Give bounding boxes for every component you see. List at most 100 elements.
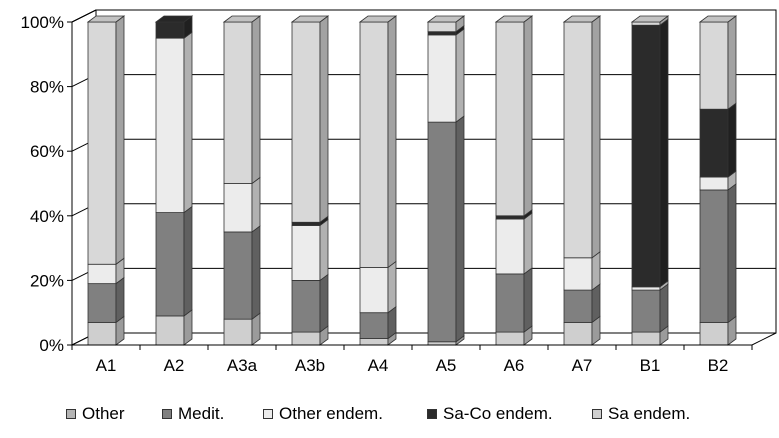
bar-segment — [87, 283, 117, 323]
x-tick-label: A3b — [295, 356, 325, 375]
bar-segment — [563, 289, 593, 323]
bar-segment — [495, 21, 525, 217]
bar-segment-side — [727, 102, 737, 178]
legend-item-medit: Medit. — [162, 404, 224, 424]
bar-top — [86, 15, 126, 23]
left-wall-top — [71, 9, 97, 23]
bar-segment-side — [523, 267, 533, 333]
legend-label-sa-endem: Sa endem. — [608, 404, 691, 423]
bar-segment-side — [659, 18, 669, 288]
y-tick-label: 60% — [30, 142, 64, 161]
bar-segment-side — [591, 250, 601, 291]
x-tick-label: A7 — [572, 356, 593, 375]
bar-segment — [223, 318, 253, 346]
x-tick-label: A6 — [504, 356, 525, 375]
bar-segment-side — [251, 225, 261, 320]
legend-item-sa-co-endem: Sa-Co endem. — [427, 404, 553, 424]
bar-segment — [699, 176, 729, 191]
x-tick-label: A2 — [164, 356, 185, 375]
bar-segment-side — [387, 15, 397, 269]
bar-segment — [699, 108, 729, 178]
bar-segment — [155, 212, 185, 317]
legend: Other Medit. Other endem. Sa-Co endem. S… — [0, 404, 779, 432]
bar-segment — [495, 215, 525, 220]
y-tick-label: 80% — [30, 78, 64, 97]
axis-layer: 0% 20% 40% 60% 80% 100% A1 A2 A3a A3b A4 A5 A6 A7 B1 B2 — [21, 13, 753, 375]
x-tick-label: B1 — [640, 356, 661, 375]
bar-segment — [563, 321, 593, 346]
legend-item-sa-endem: Sa endem. — [592, 404, 690, 424]
bar-segment — [359, 312, 389, 339]
bar-top — [630, 15, 670, 23]
x-tick-label: A1 — [96, 356, 117, 375]
bar-segment — [631, 286, 661, 291]
bar-segment — [699, 321, 729, 346]
bar-segment — [291, 21, 321, 223]
bar-segment — [563, 257, 593, 291]
bar-segment-side — [183, 31, 193, 214]
bar-segment — [631, 24, 661, 288]
bar-segment — [155, 21, 185, 39]
legend-item-other-endem: Other endem. — [263, 404, 383, 424]
legend-swatch-other — [66, 409, 76, 419]
x-tick-label: A5 — [436, 356, 457, 375]
bar-segment-side — [387, 260, 397, 314]
bar-segment — [223, 21, 253, 184]
bars-layer — [86, 15, 738, 346]
bar-segment — [631, 21, 661, 26]
bar-segment — [87, 321, 117, 346]
legend-swatch-sa-co-endem — [427, 409, 437, 419]
x-tick-label: A3a — [227, 356, 258, 375]
bar-segment-side — [319, 273, 329, 333]
bar-segment-side — [251, 176, 261, 233]
bar-segment-side — [319, 218, 329, 282]
y-tick-label: 100% — [21, 13, 64, 32]
bar-segment — [427, 121, 457, 343]
bar-segment — [291, 221, 321, 226]
bar-segment-side — [115, 15, 125, 266]
bar-segment — [495, 273, 525, 333]
legend-item-other: Other — [66, 404, 125, 424]
bar-segment — [427, 21, 457, 33]
bar-top — [358, 15, 398, 23]
bar-segment — [427, 31, 457, 36]
bar-top — [698, 15, 738, 23]
bar-segment-side — [251, 15, 261, 185]
bar-segment-side — [523, 212, 533, 275]
bar-segment — [427, 34, 457, 123]
legend-swatch-sa-endem — [592, 409, 602, 419]
bar-segment — [359, 21, 389, 268]
bar-segment-side — [455, 28, 465, 123]
bar-segment — [495, 331, 525, 346]
y-tick-label: 40% — [30, 207, 64, 226]
bar-segment — [495, 218, 525, 275]
bar-segment-side — [183, 205, 193, 317]
bar-segment — [155, 37, 185, 213]
legend-label-sa-co-endem: Sa-Co endem. — [443, 404, 553, 423]
bar-segment — [291, 279, 321, 333]
bar-segment — [359, 267, 389, 314]
bar-segment-side — [727, 183, 737, 324]
bar-segment-side — [115, 276, 125, 324]
bar-segment — [87, 21, 117, 265]
bar-segment — [223, 183, 253, 233]
bar-segment-side — [455, 115, 465, 343]
bar-segment-side — [659, 283, 669, 333]
bar-top — [562, 15, 602, 23]
y-tick-label: 0% — [39, 336, 64, 355]
bar-segment — [563, 21, 593, 259]
bar-top — [426, 15, 466, 23]
legend-label-other: Other — [82, 404, 125, 423]
bar-top — [494, 15, 534, 23]
bar-segment — [291, 331, 321, 346]
bar-segment-side — [591, 15, 601, 259]
bar-segment-side — [319, 15, 329, 224]
bar-top — [222, 15, 262, 23]
legend-label-other-endem: Other endem. — [279, 404, 383, 423]
bar-segment-side — [591, 283, 601, 324]
bar-segment — [223, 231, 253, 320]
legend-swatch-medit — [162, 409, 172, 419]
bar-top — [154, 15, 194, 23]
bar-segment — [155, 315, 185, 346]
